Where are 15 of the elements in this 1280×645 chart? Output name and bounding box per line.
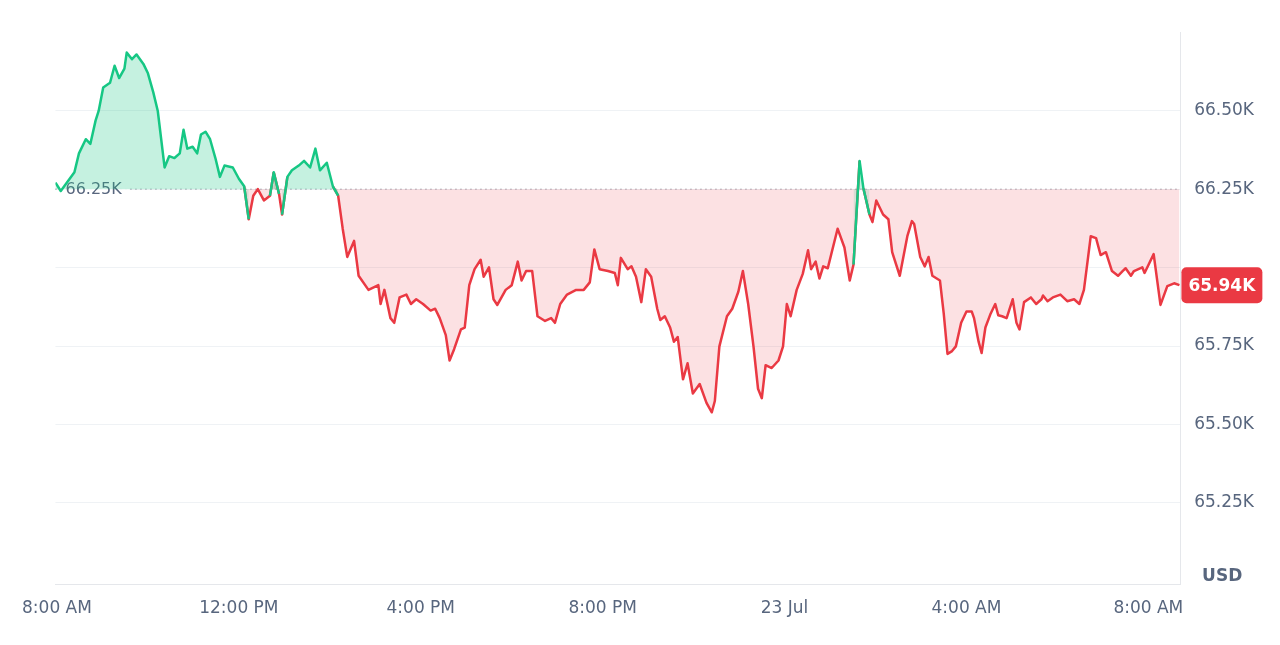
y-tick-label: 65.75K — [1194, 334, 1255, 355]
x-tick-label: 4:00 PM — [386, 597, 456, 618]
y-tick-label: 66.25K — [1194, 177, 1255, 198]
x-tick-label: 8:00 AM — [1113, 597, 1184, 618]
annotation: 65.94K — [1188, 274, 1257, 295]
x-tick-label: 4:00 AM — [931, 597, 1002, 618]
x-tick-label: 8:00 AM — [22, 597, 92, 618]
y-tick-label: 65.50K — [1194, 412, 1255, 433]
x-tick-label: 8:00 PM — [568, 597, 637, 618]
x-tick-label: 12:00 PM — [199, 597, 279, 618]
x-tick-label: 23 Jul — [760, 597, 809, 618]
y-axis-title: USD — [1202, 565, 1243, 586]
y-tick-label: 66.50K — [1194, 99, 1255, 120]
ref-line-label: 66.25K — [65, 179, 123, 199]
y-tick-label: 65.25K — [1194, 491, 1255, 512]
